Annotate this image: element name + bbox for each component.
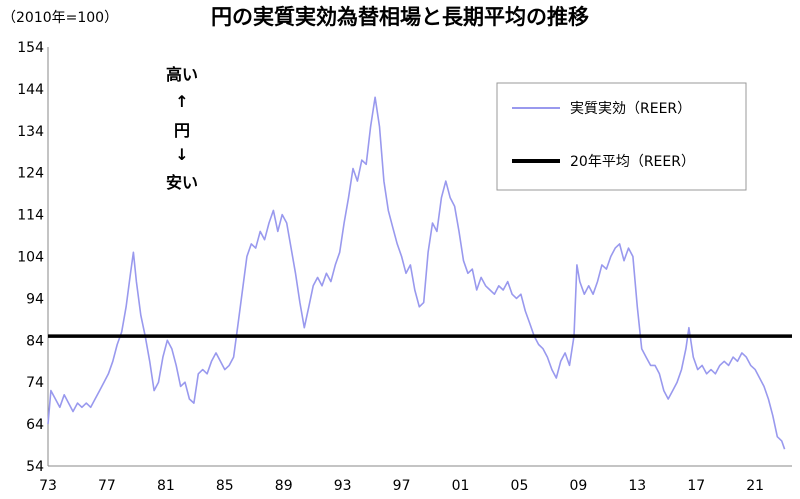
legend-box bbox=[496, 82, 747, 191]
annotation-up-arrow: ↑ bbox=[175, 92, 188, 111]
y-tick-label: 104 bbox=[17, 250, 44, 266]
x-tick-label: 93 bbox=[334, 478, 352, 494]
legend-label-reer: 実質実効（REER） bbox=[570, 101, 691, 117]
x-tick-label: 17 bbox=[687, 478, 705, 494]
y-tick-label: 124 bbox=[17, 166, 44, 182]
unit-label: （2010年=100） bbox=[2, 10, 118, 26]
annotation-down-arrow: ↓ bbox=[175, 145, 188, 164]
y-tick-label: 54 bbox=[26, 459, 44, 475]
y-tick-label: 84 bbox=[26, 333, 44, 349]
x-tick-label: 01 bbox=[452, 478, 470, 494]
annotation-high: 高い bbox=[166, 65, 198, 84]
x-tick-label: 85 bbox=[216, 478, 234, 494]
y-tick-label: 134 bbox=[17, 124, 44, 140]
annotation-low: 安い bbox=[166, 173, 198, 192]
chart-title: 円の実質実効為替相場と長期平均の推移 bbox=[211, 5, 589, 29]
x-tick-label: 09 bbox=[569, 478, 587, 494]
annotation-yen: 円 bbox=[174, 121, 190, 140]
legend: 実質実効（REER） 20年平均（REER） bbox=[496, 82, 747, 191]
annotation-strong-weak: 高い ↑ 円 ↓ 安い bbox=[166, 65, 198, 192]
x-tick-label: 05 bbox=[511, 478, 529, 494]
y-tick-label: 64 bbox=[26, 417, 44, 433]
y-tick-label: 144 bbox=[17, 82, 44, 98]
y-tick-label: 154 bbox=[17, 40, 44, 56]
x-tick-label: 21 bbox=[746, 478, 764, 494]
y-ticks: 54 64 74 84 94 104 114 124 134 144 154 bbox=[17, 40, 44, 475]
x-tick-label: 89 bbox=[275, 478, 293, 494]
y-tick-label: 94 bbox=[26, 291, 44, 307]
x-tick-label: 13 bbox=[628, 478, 646, 494]
y-tick-label: 74 bbox=[26, 375, 44, 391]
x-tick-label: 81 bbox=[157, 478, 175, 494]
x-tick-label: 77 bbox=[98, 478, 116, 494]
x-ticks: 73 77 81 85 89 93 97 01 05 09 13 17 21 bbox=[39, 478, 764, 494]
y-tick-label: 114 bbox=[17, 208, 44, 224]
series-line-reer bbox=[47, 96, 786, 450]
x-tick-label: 97 bbox=[393, 478, 411, 494]
x-tick-label: 73 bbox=[39, 478, 57, 494]
legend-label-20y-average: 20年平均（REER） bbox=[570, 154, 695, 170]
